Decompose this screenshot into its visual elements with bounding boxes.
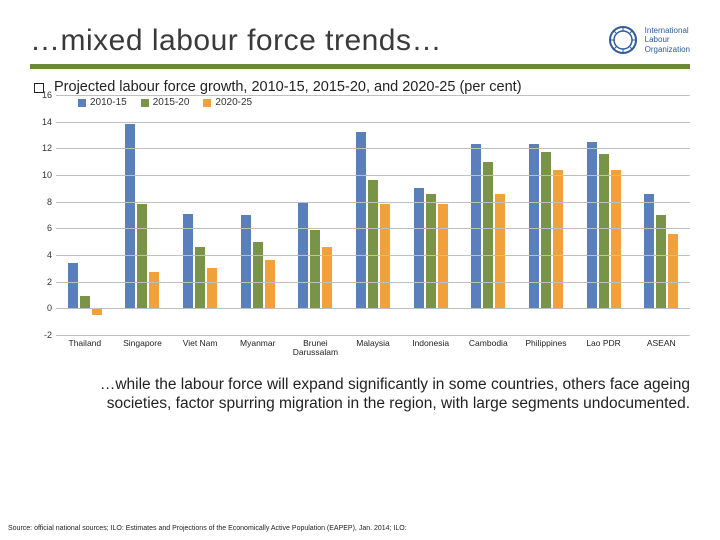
x-tick-label: Viet Nam <box>171 335 229 365</box>
bar <box>426 194 436 309</box>
y-tick-label: -2 <box>34 330 52 340</box>
grid-line <box>56 228 690 229</box>
bar <box>644 194 654 309</box>
ilo-logo-text: International Labour Organization <box>645 26 690 55</box>
x-tick-label: ASEAN <box>632 335 690 365</box>
x-tick-label: Indonesia <box>402 335 460 365</box>
y-tick-label: 2 <box>34 277 52 287</box>
bar <box>438 204 448 308</box>
bar <box>553 170 563 309</box>
bar <box>265 260 275 308</box>
category-group <box>517 95 575 335</box>
category-group <box>229 95 287 335</box>
y-tick-label: 10 <box>34 170 52 180</box>
page-title: …mixed labour force trends… <box>30 24 607 58</box>
bar <box>253 242 263 309</box>
x-tick-label: Cambodia <box>459 335 517 365</box>
ilo-logo: International Labour Organization <box>607 24 690 56</box>
y-tick-label: 16 <box>34 90 52 100</box>
grid-line <box>56 95 690 96</box>
grid-line <box>56 282 690 283</box>
bar <box>195 247 205 308</box>
bar <box>611 170 621 309</box>
category-group <box>575 95 633 335</box>
category-group <box>632 95 690 335</box>
category-group <box>56 95 114 335</box>
bar <box>471 144 481 308</box>
y-tick-label: 6 <box>34 223 52 233</box>
bar <box>207 268 217 308</box>
category-group <box>114 95 172 335</box>
bar <box>529 144 539 308</box>
x-tick-label: Myanmar <box>229 335 287 365</box>
y-tick-label: 14 <box>34 117 52 127</box>
x-tick-label: Singapore <box>114 335 172 365</box>
source-text: Source: official national sources; ILO: … <box>8 525 407 532</box>
x-axis: ThailandSingaporeViet NamMyanmarBruneiDa… <box>56 335 690 365</box>
grid-line <box>56 335 690 336</box>
category-group <box>459 95 517 335</box>
category-group <box>344 95 402 335</box>
bar <box>599 154 609 309</box>
grid-line <box>56 202 690 203</box>
subtitle-text: Projected labour force growth, 2010-15, … <box>54 79 522 95</box>
x-tick-label: Philippines <box>517 335 575 365</box>
bar <box>587 142 597 309</box>
bar <box>668 234 678 309</box>
x-tick-label: Thailand <box>56 335 114 365</box>
header: …mixed labour force trends… Internationa… <box>0 0 720 64</box>
title-rule <box>30 64 690 69</box>
y-tick-label: 12 <box>34 143 52 153</box>
conclusion-text: …while the labour force will expand sign… <box>0 365 720 414</box>
bar <box>495 194 505 309</box>
subtitle-row: Projected labour force growth, 2010-15, … <box>0 75 720 95</box>
grid-line <box>56 122 690 123</box>
chart: 2010-152015-202020-25 ThailandSingaporeV… <box>30 95 690 365</box>
grid-line <box>56 255 690 256</box>
ilo-logo-icon <box>607 24 639 56</box>
y-tick-label: 8 <box>34 197 52 207</box>
bar <box>414 188 424 308</box>
category-group <box>171 95 229 335</box>
bars-area <box>56 95 690 335</box>
chart-plot: ThailandSingaporeViet NamMyanmarBruneiDa… <box>56 95 690 365</box>
grid-line <box>56 148 690 149</box>
bar <box>149 272 159 308</box>
logo-line-2: Labour <box>645 35 670 44</box>
x-tick-label: Malaysia <box>344 335 402 365</box>
y-tick-label: 0 <box>34 303 52 313</box>
category-group <box>287 95 345 335</box>
bar <box>137 204 147 308</box>
bar <box>483 162 493 309</box>
grid-line <box>56 175 690 176</box>
bar <box>322 247 332 308</box>
bar <box>380 204 390 308</box>
grid-line <box>56 308 690 309</box>
bar <box>68 263 78 308</box>
y-tick-label: 4 <box>34 250 52 260</box>
x-tick-label: BruneiDarussalam <box>287 335 345 365</box>
bar <box>368 180 378 308</box>
bar <box>80 296 90 308</box>
logo-line-1: International <box>645 26 689 35</box>
bar <box>92 308 102 315</box>
logo-line-3: Organization <box>645 45 690 54</box>
x-tick-label: Lao PDR <box>575 335 633 365</box>
bar <box>310 230 320 309</box>
category-group <box>402 95 460 335</box>
